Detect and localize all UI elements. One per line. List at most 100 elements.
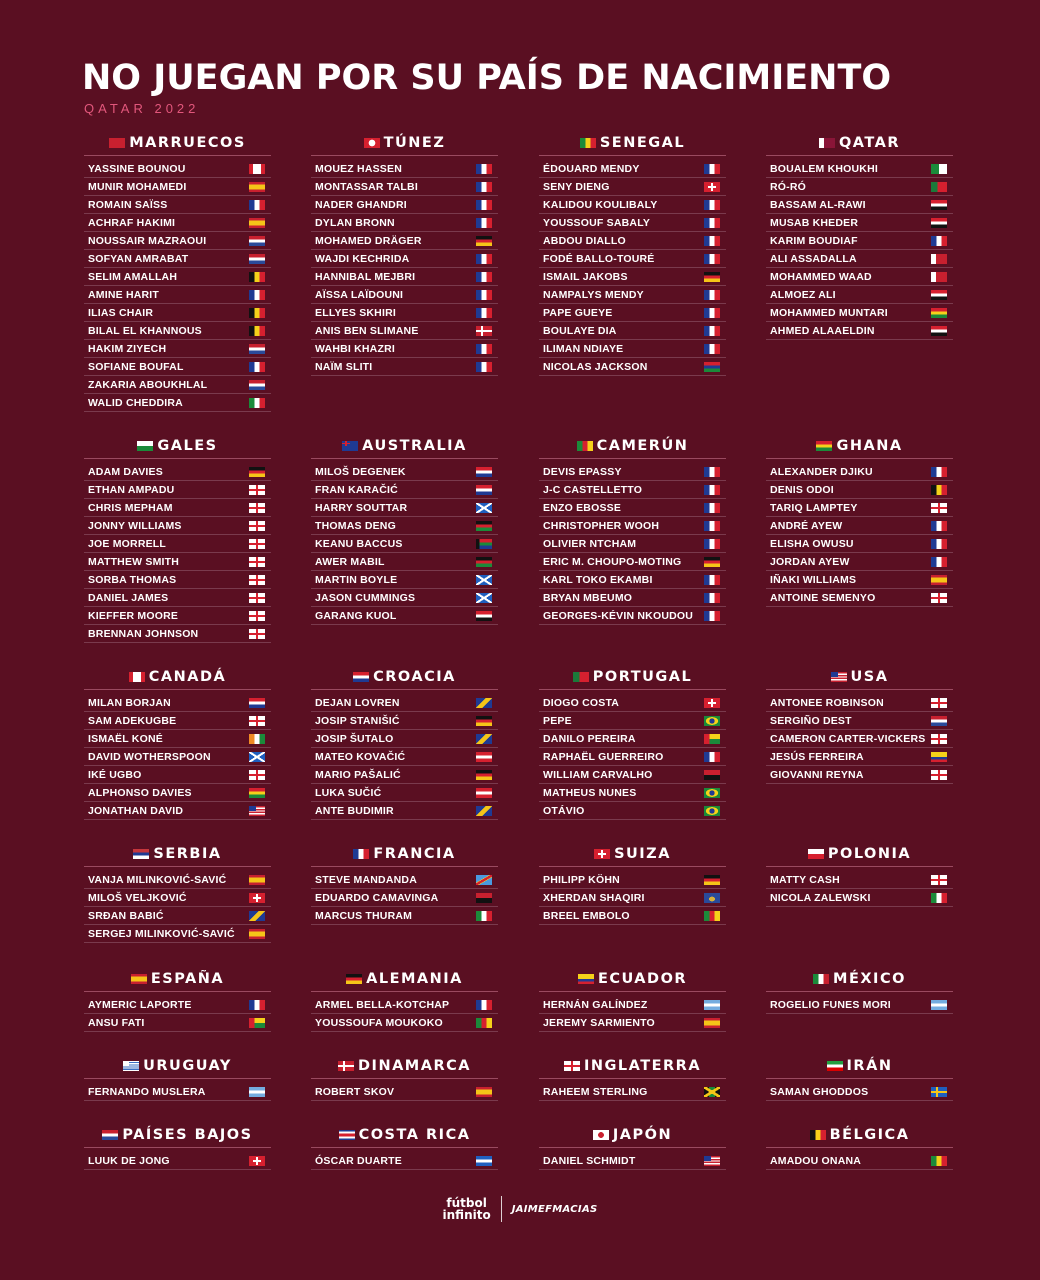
player-row: MOHAMED DRÄGER — [311, 232, 498, 250]
player-name: ENZO EBOSSE — [543, 502, 622, 514]
france-flag-icon — [931, 557, 947, 567]
player-row: MUSAB KHEDER — [766, 214, 953, 232]
netherlands-flag-icon — [102, 1130, 119, 1140]
player-row: BILAL EL KHANNOUS — [84, 322, 271, 340]
team-header: ALEMANIA — [311, 967, 498, 992]
player-row: YASSINE BOUNOU — [84, 160, 271, 178]
ghana-flag-icon — [249, 788, 265, 798]
team-card: USA ANTONEE ROBINSON SERGIÑO DEST CAMERON C… — [766, 665, 953, 784]
senegal-flag-icon — [579, 138, 596, 148]
page-subtitle: QATAR 2022 — [84, 101, 200, 116]
player-row: DAVID WOTHERSPOON — [84, 748, 271, 766]
kenya-flag-icon — [476, 557, 492, 567]
france-flag-icon — [931, 236, 947, 246]
player-name: GEORGES-KÉVIN NKOUDOU — [543, 610, 694, 622]
player-name: ÓSCAR DUARTE — [315, 1155, 402, 1167]
netherlands-flag-icon — [931, 716, 947, 726]
player-row: BOULAYE DIA — [539, 322, 726, 340]
player-name: SERGEJ MILINKOVIĆ-SAVIĆ — [88, 928, 235, 940]
player-name: CHRIS MEPHAM — [88, 502, 173, 514]
player-row: DYLAN BRONN — [311, 214, 498, 232]
argentina-flag-icon — [704, 1000, 720, 1010]
player-row: STEVE MANDANDA — [311, 871, 498, 889]
brazil-flag-icon — [704, 716, 720, 726]
player-row: CAMERON CARTER-VICKERS — [766, 730, 953, 748]
player-name: SERGIÑO DEST — [770, 715, 852, 727]
tunisia-flag-icon — [363, 138, 380, 148]
spain-flag-icon — [249, 182, 265, 192]
player-name: AMINE HARIT — [88, 289, 160, 301]
player-name: ELLYES SKHIRI — [315, 307, 396, 319]
player-name: SORBA THOMAS — [88, 574, 177, 586]
player-row: DIOGO COSTA — [539, 694, 726, 712]
player-row: SRĐAN BABIĆ — [84, 907, 271, 925]
france-flag-icon — [931, 539, 947, 549]
player-row: SELIM AMALLAH — [84, 268, 271, 286]
player-row: FERNANDO MUSLERA — [84, 1083, 271, 1101]
player-row: ISMAIL JAKOBS — [539, 268, 726, 286]
team-name: AUSTRALIA — [362, 438, 467, 454]
team-name: URUGUAY — [143, 1058, 232, 1074]
belgium-flag-icon — [249, 326, 265, 336]
team-header: POLONIA — [766, 842, 953, 867]
spain-flag-icon — [704, 1018, 720, 1028]
player-name: MILOŠ DEGENEK — [315, 466, 406, 478]
team-card: COSTA RICA ÓSCAR DUARTE — [311, 1123, 498, 1170]
player-row: WALID CHEDDIRA — [84, 394, 271, 412]
player-row: ACHRAF HAKIMI — [84, 214, 271, 232]
team-header: AUSTRALIA — [311, 434, 498, 459]
player-name: BREEL EMBOLO — [543, 910, 630, 922]
player-row: ALMOEZ ALI — [766, 286, 953, 304]
player-row: MONTASSAR TALBI — [311, 178, 498, 196]
player-name: ISMAËL KONÉ — [88, 733, 163, 745]
france-flag-icon — [704, 752, 720, 762]
player-name: RÓ-RÓ — [770, 181, 806, 193]
player-name: MATHEUS NUNES — [543, 787, 637, 799]
player-name: NICOLA ZALEWSKI — [770, 892, 871, 904]
player-row: LUUK DE JONG — [84, 1152, 271, 1170]
austria-flag-icon — [476, 752, 492, 762]
player-name: ELISHA OWUSU — [770, 538, 854, 550]
france-flag-icon — [476, 182, 492, 192]
belgium-flag-icon — [931, 485, 947, 495]
france-flag-icon — [704, 575, 720, 585]
team-name: INGLATERRA — [583, 1058, 702, 1074]
player-row: OLIVIER NTCHAM — [539, 535, 726, 553]
player-row: JORDAN AYEW — [766, 553, 953, 571]
player-name: NOUSSAIR MAZRAOUI — [88, 235, 207, 247]
bosnia-flag-icon — [476, 734, 492, 744]
germany-flag-icon — [704, 557, 720, 567]
player-row: RAPHAËL GUERREIRO — [539, 748, 726, 766]
france-flag-icon — [476, 272, 492, 282]
team-header: FRANCIA — [311, 842, 498, 867]
player-name: BOUALEM KHOUKHI — [770, 163, 878, 175]
france-flag-icon — [476, 290, 492, 300]
player-name: MOHAMMED WAAD — [770, 271, 872, 283]
england-flag-icon — [249, 716, 265, 726]
player-row: ROGELIO FUNES MORI — [766, 996, 953, 1014]
sudan-flag-icon — [931, 290, 947, 300]
player-row: GIOVANNI REYNA — [766, 766, 953, 784]
croatia-flag-icon — [249, 698, 265, 708]
team-name: QATAR — [838, 135, 901, 151]
team-name: GALES — [157, 438, 218, 454]
player-name: OLIVIER NTCHAM — [543, 538, 637, 550]
player-row: MILOŠ DEGENEK — [311, 463, 498, 481]
player-name: AHMED ALAAELDIN — [770, 325, 875, 337]
player-name: JONATHAN DAVID — [88, 805, 184, 817]
player-row: NAÏM SLITI — [311, 358, 498, 376]
player-row: ADAM DAVIES — [84, 463, 271, 481]
player-row: ENZO EBOSSE — [539, 499, 726, 517]
sweden-flag-icon — [931, 1087, 947, 1097]
player-name: ILIAS CHAIR — [88, 307, 154, 319]
nicaragua-flag-icon — [476, 1156, 492, 1166]
team-name: COSTA RICA — [358, 1127, 471, 1143]
player-row: AWER MABIL — [311, 553, 498, 571]
player-name: DAVID WOTHERSPOON — [88, 751, 211, 763]
player-name: VANJA MILINKOVIĆ-SAVIĆ — [88, 874, 227, 886]
france-flag-icon — [704, 236, 720, 246]
argentina-flag-icon — [931, 1000, 947, 1010]
player-name: MATEO KOVAČIĆ — [315, 751, 406, 763]
player-row: SENY DIENG — [539, 178, 726, 196]
england-flag-icon — [249, 485, 265, 495]
